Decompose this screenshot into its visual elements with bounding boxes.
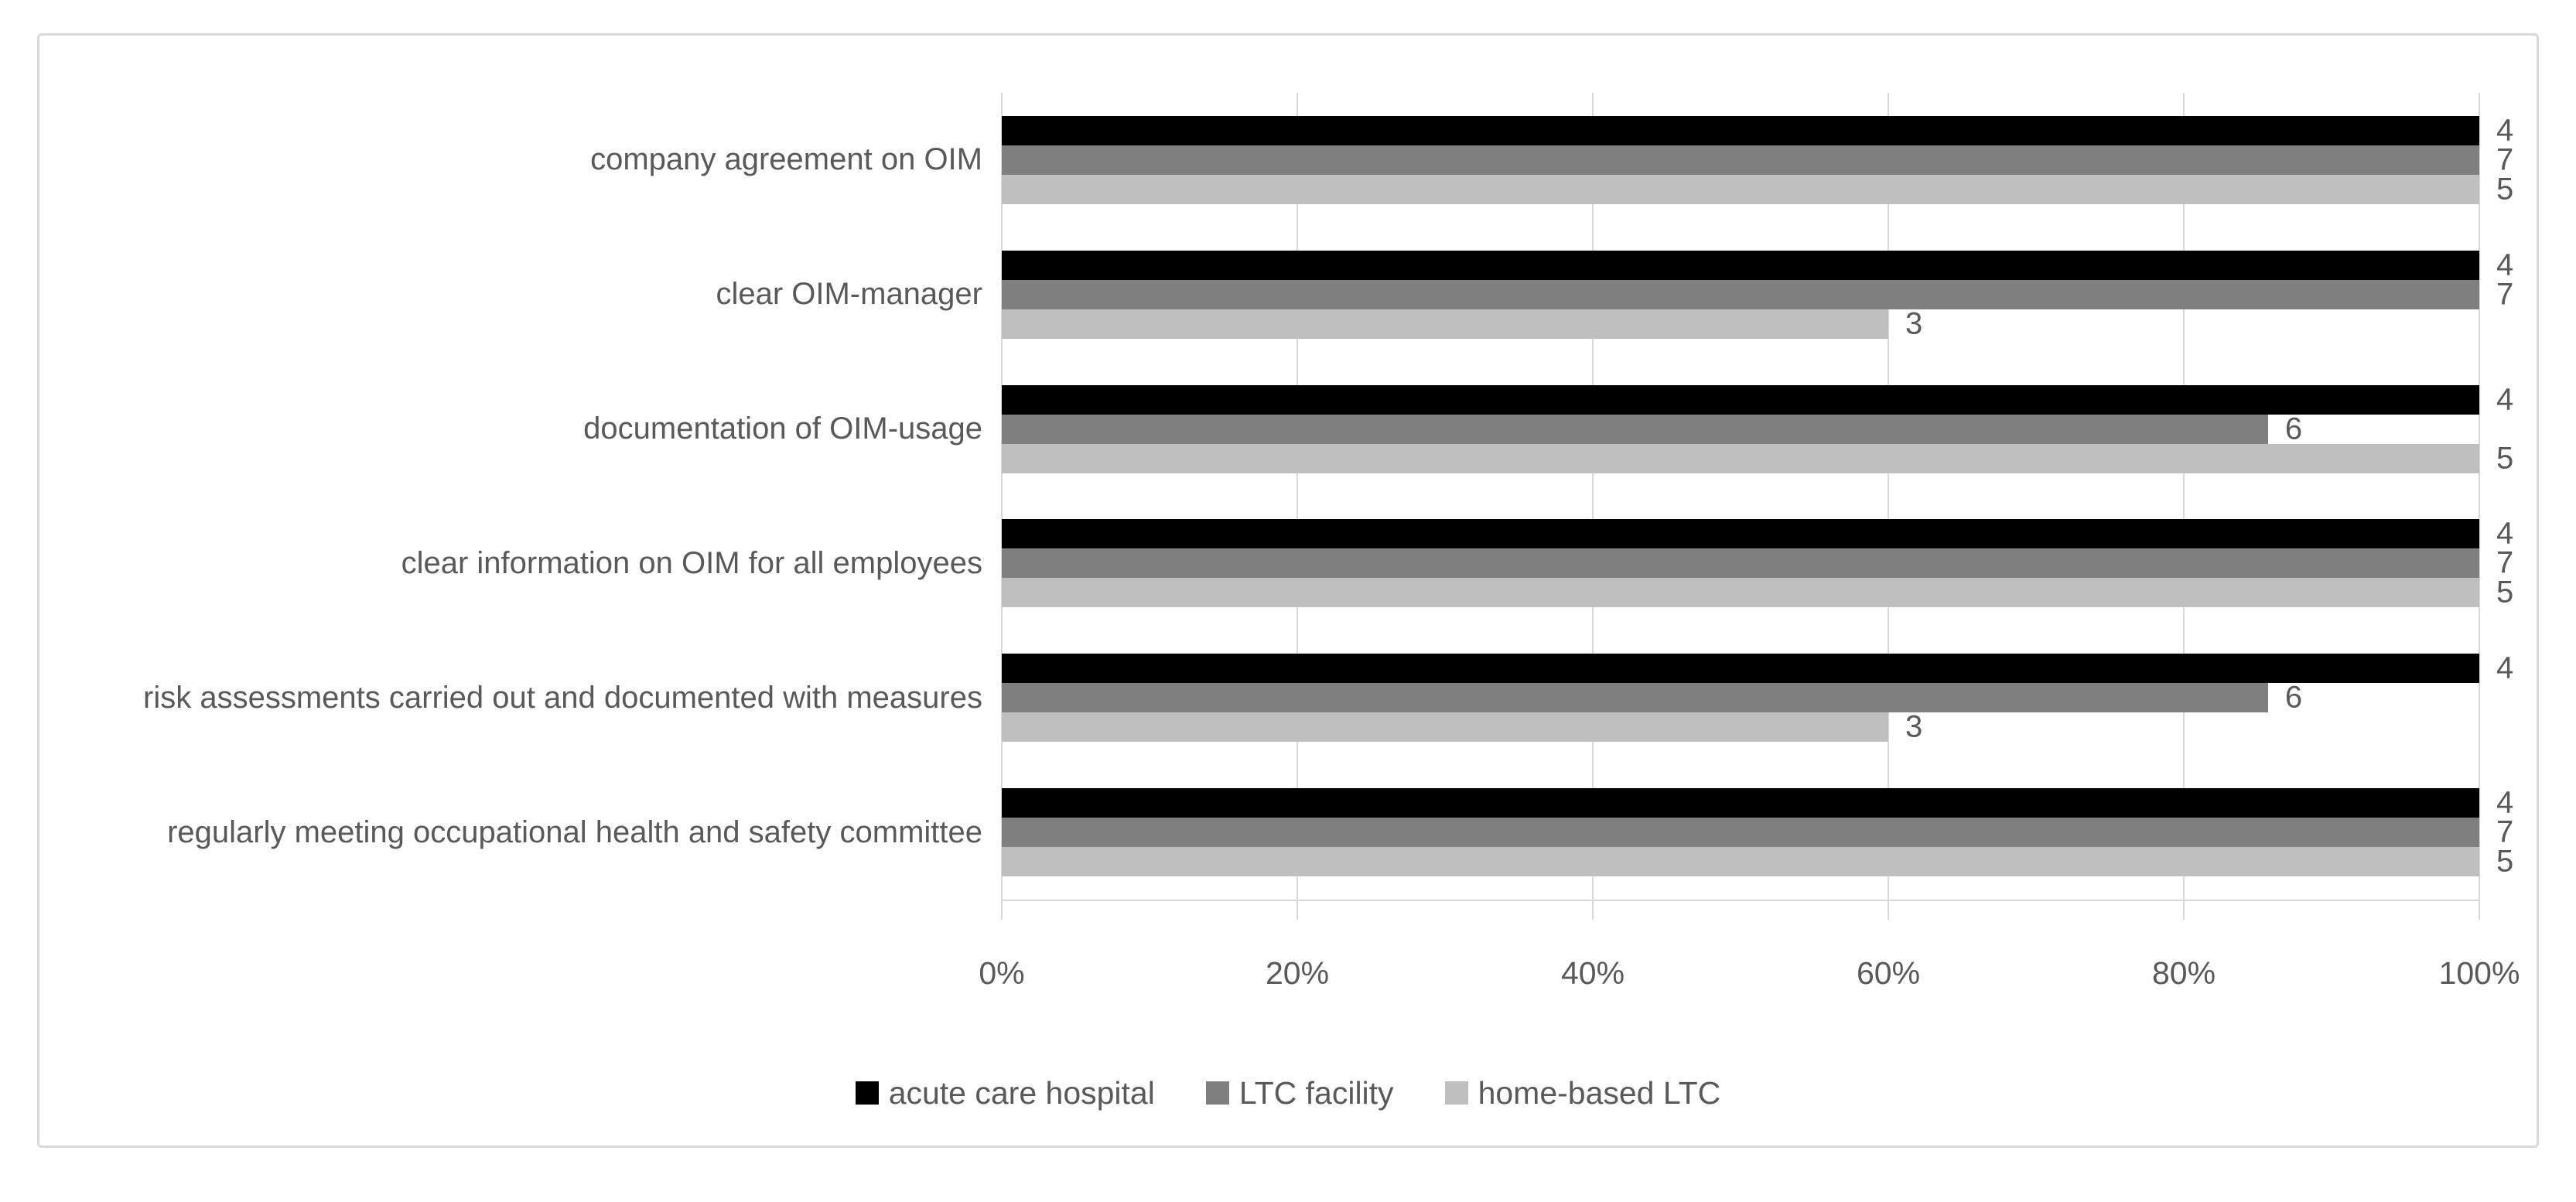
x-gridline <box>1888 93 1889 900</box>
bar-acute-care-hospital <box>1002 519 2479 549</box>
legend-marker <box>855 1081 879 1105</box>
x-axis-tick-label: 40% <box>1560 955 1625 991</box>
bar-value-label: 4 <box>2496 516 2514 551</box>
bar-acute-care-hospital <box>1002 654 2479 684</box>
bar-acute-care-hospital <box>1002 115 2479 145</box>
legend-item-label: acute care hospital <box>888 1074 1155 1111</box>
bar-value-label: 4 <box>2496 248 2514 282</box>
bar-home-based-ltc <box>1002 847 2479 877</box>
bar-value-label: 4 <box>2496 382 2514 417</box>
x-axis-tick <box>1001 900 1003 920</box>
bar-value-label: 5 <box>2496 172 2514 207</box>
bar-acute-care-hospital <box>1002 788 2479 818</box>
legend: acute care hospital LTC facility home-base… <box>37 1070 2539 1116</box>
x-axis-tick <box>2183 900 2185 920</box>
bar-ltc-facility <box>1002 683 2268 713</box>
legend-item-label: LTC facility <box>1238 1074 1394 1111</box>
bar-acute-care-hospital <box>1002 250 2479 280</box>
x-axis-tick-label: 80% <box>2151 955 2216 991</box>
bar-value-label: 6 <box>2284 680 2303 715</box>
category-label: risk assessments carried out and documen… <box>143 680 982 715</box>
legend-item-acute-care-hospital: acute care hospital <box>855 1074 1155 1112</box>
category-label: company agreement on OIM <box>590 142 982 177</box>
bar-ltc-facility <box>1002 279 2479 309</box>
legend-marker <box>1205 1081 1229 1105</box>
category-label: clear OIM-manager <box>716 277 982 312</box>
x-axis-tick <box>1297 900 1298 920</box>
x-axis-tick <box>1592 900 1594 920</box>
bar-home-based-ltc <box>1002 174 2479 204</box>
x-axis-tick-label: 60% <box>1856 955 1921 991</box>
category-label: clear information on OIM for all employe… <box>401 545 982 580</box>
x-gridline <box>2183 93 2185 900</box>
bar-home-based-ltc <box>1002 443 2479 473</box>
category-label: documentation of OIM-usage <box>583 411 982 446</box>
bar-value-label: 3 <box>1905 709 1923 744</box>
bar-value-label: 7 <box>2496 277 2514 312</box>
bar-acute-care-hospital <box>1002 384 2479 415</box>
x-axis-tick <box>1888 900 1889 920</box>
bar-value-label: 6 <box>2284 411 2303 446</box>
bar-value-label: 4 <box>2496 651 2514 685</box>
bar-value-label: 5 <box>2496 441 2514 476</box>
x-gridline <box>1297 93 1298 900</box>
legend-item-home-based-ltc: home-based LTC <box>1444 1074 1721 1112</box>
bar-value-label: 7 <box>2496 142 2514 177</box>
bar-value-label: 5 <box>2496 575 2514 610</box>
x-gridline <box>1001 93 1003 900</box>
x-axis-tick-label: 20% <box>1265 955 1330 991</box>
bar-home-based-ltc <box>1002 712 1888 743</box>
x-gridline <box>1592 93 1594 900</box>
bar-home-based-ltc <box>1002 578 2479 608</box>
bar-value-label: 3 <box>1905 306 1923 341</box>
bar-value-label: 7 <box>2496 545 2514 580</box>
legend-item-ltc-facility: LTC facility <box>1205 1074 1394 1112</box>
x-axis-tick-label: 0% <box>979 955 1025 991</box>
x-axis-tick <box>2479 900 2480 920</box>
category-axis: company agreement on OIM clear OIM-manage… <box>37 0 982 1202</box>
legend-item-label: home-based LTC <box>1478 1074 1721 1111</box>
bar-value-label: 4 <box>2496 785 2514 820</box>
x-gridline <box>2479 93 2480 900</box>
bar-value-label: 7 <box>2496 814 2514 849</box>
bar-ltc-facility <box>1002 414 2268 444</box>
bar-ltc-facility <box>1002 145 2479 175</box>
plot-area: 0% 20% 40% 60% 80% 100% 4 7 5 4 7 3 4 6 5 4 7 5 4 6 3 4 7 5 <box>979 93 2520 991</box>
bar-value-label: 5 <box>2496 844 2514 879</box>
bar-home-based-ltc <box>1002 309 1888 339</box>
x-axis-tick-label: 100% <box>2438 955 2520 991</box>
category-label: regularly meeting occupational health an… <box>167 814 982 849</box>
bar-value-label: 4 <box>2496 113 2514 148</box>
legend-marker <box>1444 1081 1468 1105</box>
bar-ltc-facility <box>1002 548 2479 579</box>
bar-ltc-facility <box>1002 818 2479 848</box>
